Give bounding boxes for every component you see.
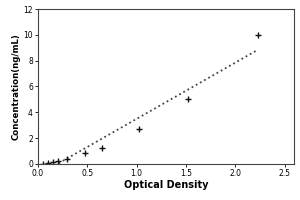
Point (41, 162, 46, 165)
Y-axis label: Concentration(ng/mL): Concentration(ng/mL) (12, 33, 21, 140)
Point (45, 162, 50, 165)
Point (82, 152, 87, 155)
Point (51, 160, 56, 163)
Point (65, 157, 70, 160)
Point (55, 160, 60, 163)
X-axis label: Optical Density: Optical Density (124, 180, 208, 190)
Point (256, 33, 260, 36)
Point (100, 147, 105, 150)
Point (136, 127, 141, 131)
Point (186, 98, 190, 101)
